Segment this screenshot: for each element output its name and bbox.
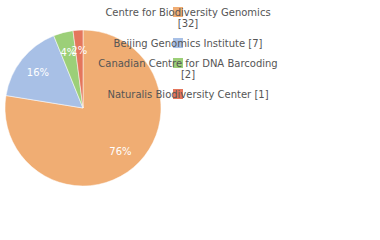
svg-text:76%: 76% xyxy=(109,146,131,157)
svg-text:16%: 16% xyxy=(27,67,49,78)
svg-text:Centre for Biodiversity Genomi: Centre for Biodiversity Genomics[32] xyxy=(105,7,270,29)
svg-text:Beijing Genomics Institute [7]: Beijing Genomics Institute [7] xyxy=(114,38,263,49)
svg-text:Naturalis Biodiversity Center: Naturalis Biodiversity Center [1] xyxy=(107,89,268,100)
svg-text:Canadian Centre for DNA Barcod: Canadian Centre for DNA Barcoding[2] xyxy=(98,58,277,80)
svg-text:2%: 2% xyxy=(71,45,87,56)
svg-text:4%: 4% xyxy=(60,46,77,58)
